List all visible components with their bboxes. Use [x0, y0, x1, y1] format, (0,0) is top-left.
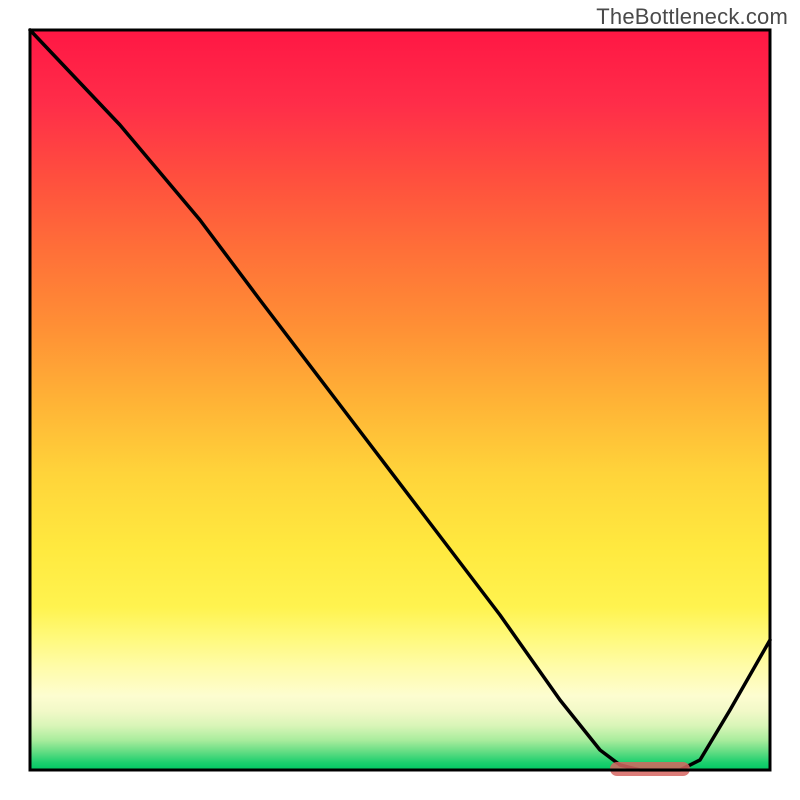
- chart-container: TheBottleneck.com: [0, 0, 800, 800]
- bottleneck-chart: [0, 0, 800, 800]
- watermark-text: TheBottleneck.com: [596, 4, 788, 30]
- plot-background: [30, 30, 770, 770]
